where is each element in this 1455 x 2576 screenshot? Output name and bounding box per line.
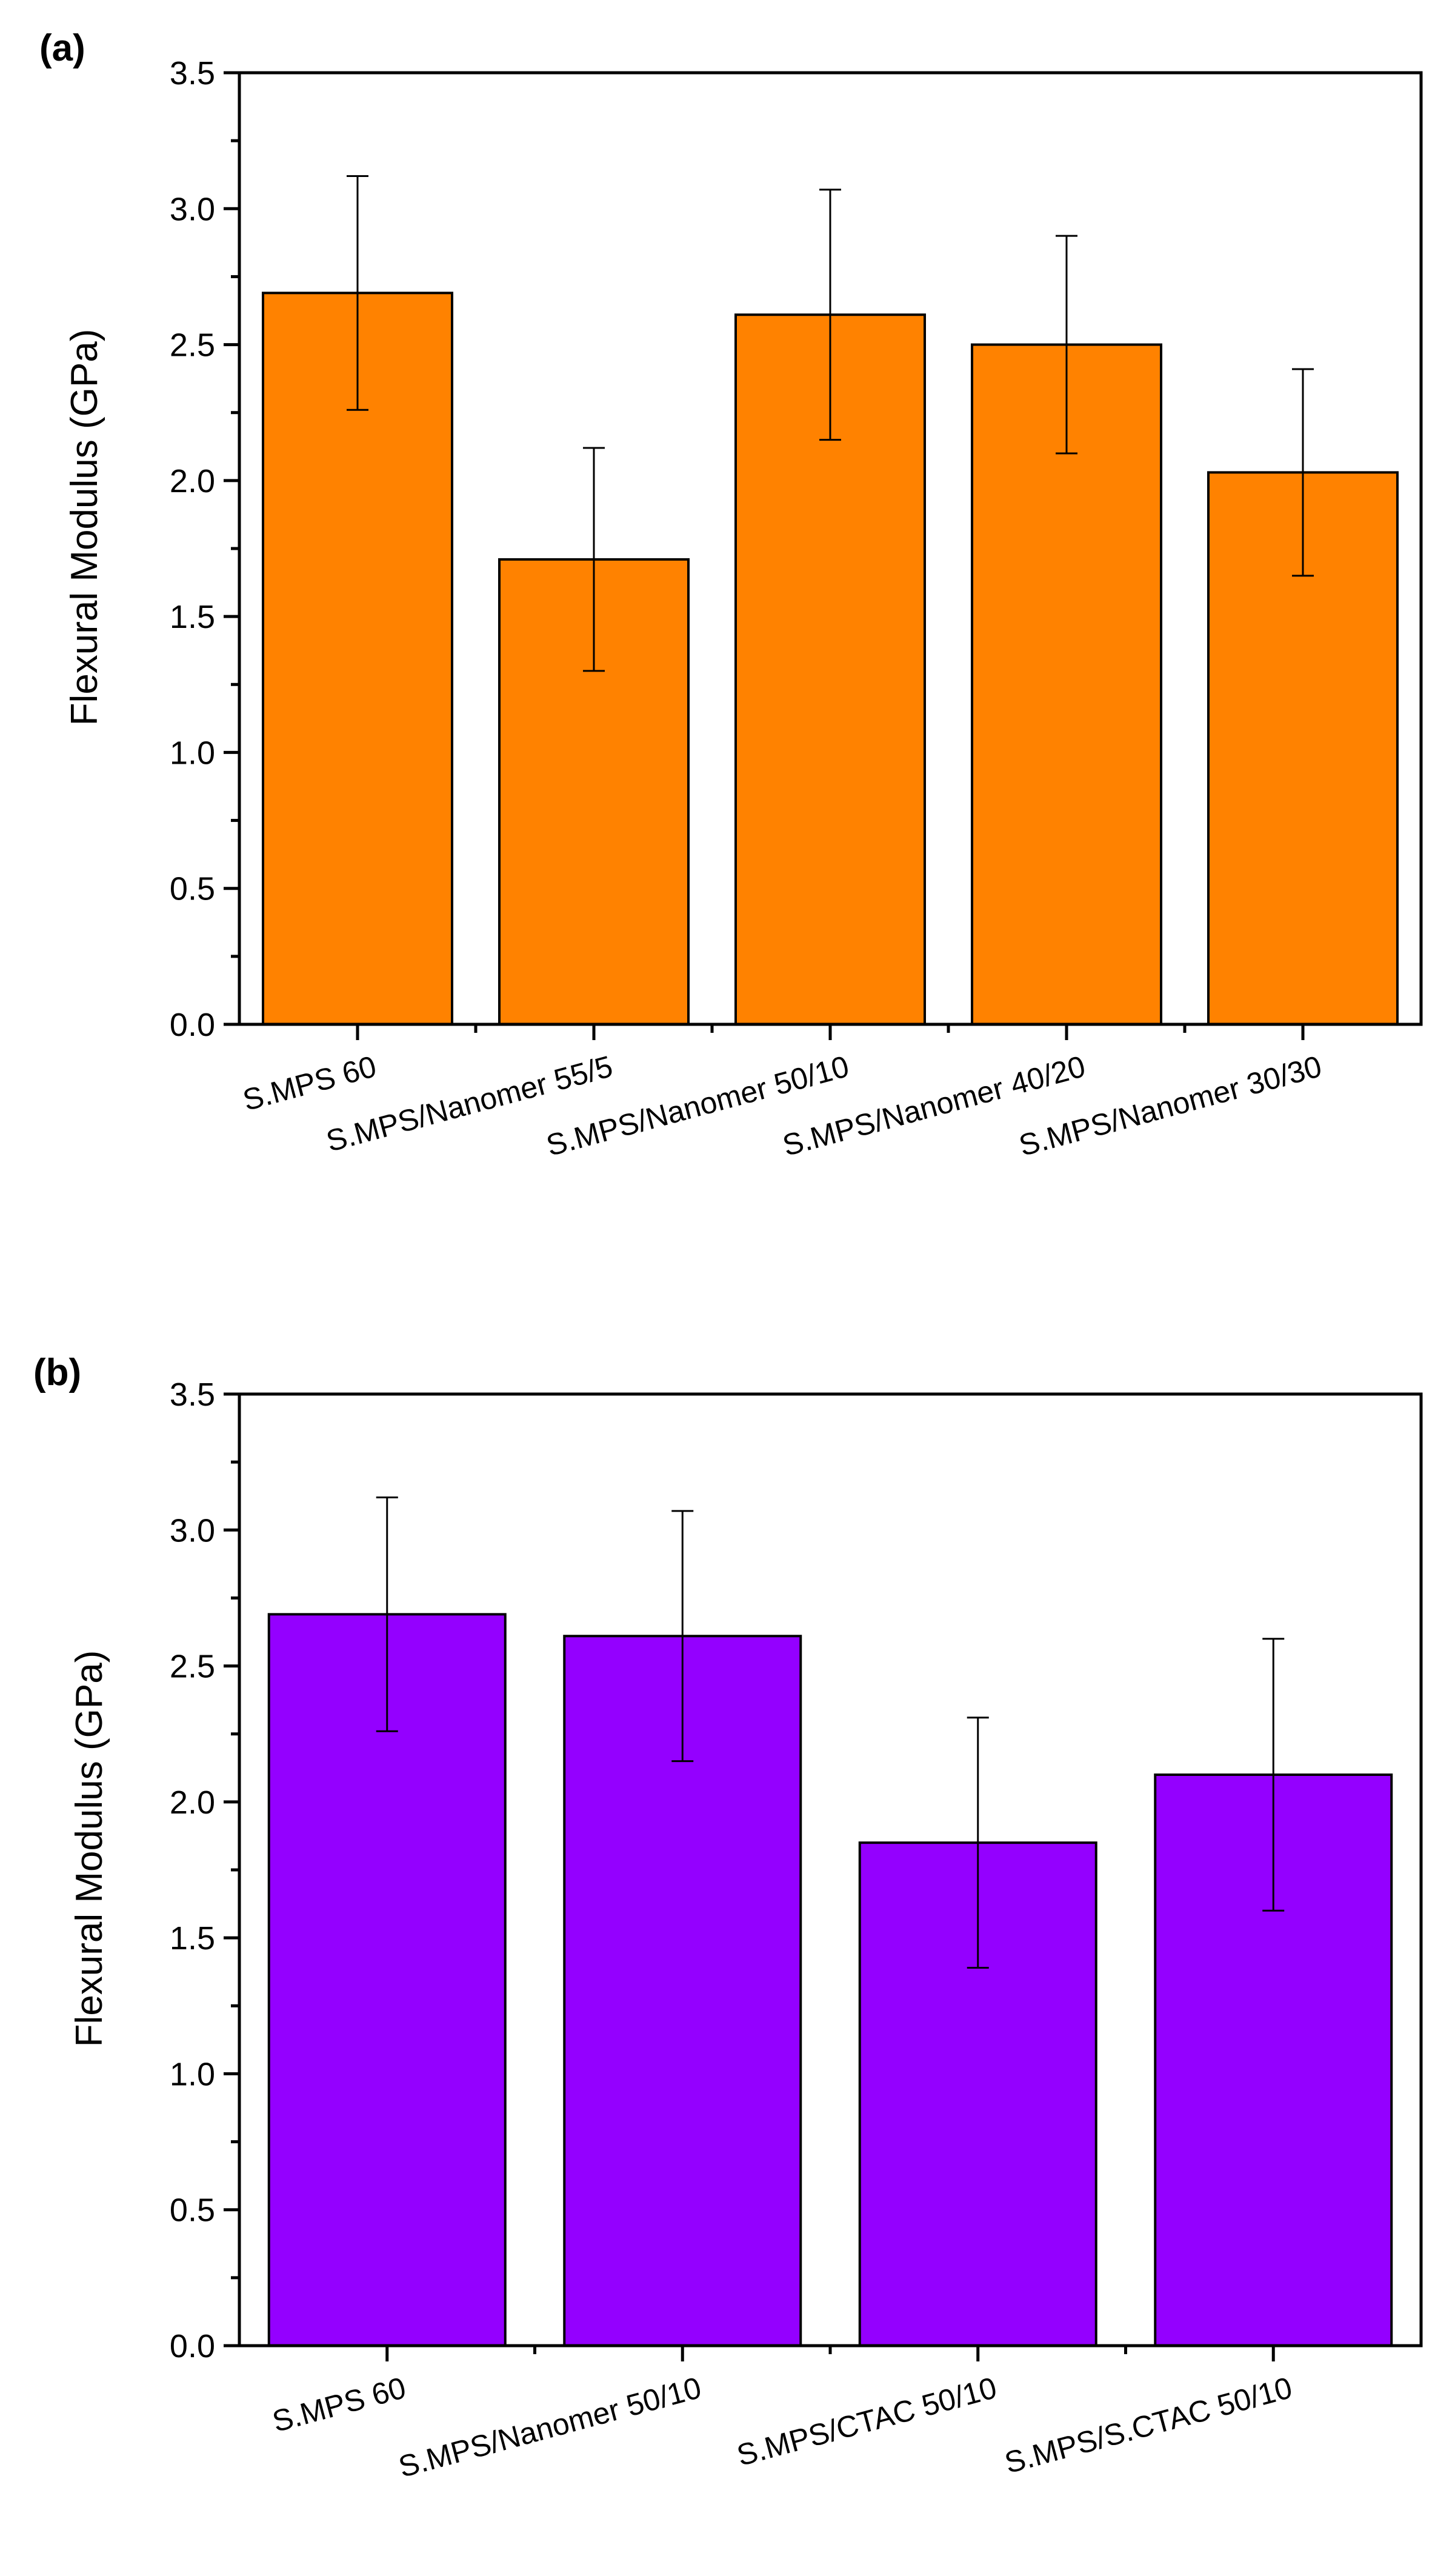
panel-b-y-tick-label: 3.0 — [170, 1512, 215, 1549]
panel-a-y-tick-label: 3.5 — [170, 55, 215, 92]
panel-b-y-tick-label: 0.5 — [170, 2192, 215, 2229]
panel-b-marks: 0.0 0.5 1.0 1.5 2.0 2.5 3.0 3.5 S.MPS 60S.MPS/Na… — [170, 1376, 1393, 2484]
panel-a: (a) Flexural Modulus (GPa) 0.0 0.5 1.0 1.5 2… — [39, 27, 1423, 1163]
panel-a-y-tick-label: 2.5 — [170, 327, 215, 364]
panel-a-category-label: S.MPS 60 — [239, 1049, 380, 1117]
panel-b-y-tick-label: 3.5 — [170, 1376, 215, 1413]
panel-a-y-tick-label: 1.0 — [170, 735, 215, 771]
panel-b-y-tick-label: 2.0 — [170, 1784, 215, 1821]
panel-a-marks: 0.00.51.01.52.02.53.03.5S.MPS 60S.MPS/Na… — [170, 55, 1399, 1163]
panel-b-category-label: S.MPS/S.CTAC 50/10 — [1001, 2371, 1296, 2480]
panel-b-y-tick-label: 1.0 — [170, 2056, 215, 2092]
panel-a-y-tick-label: 1.5 — [170, 599, 215, 635]
panel-b-y-tick-label: 2.5 — [170, 1649, 215, 1685]
panel-b-category-label: S.MPS/Nanomer 50/10 — [395, 2371, 705, 2484]
panel-b-label: (b) — [33, 1352, 81, 1393]
panel-a-y-axis-title: Flexural Modulus (GPa) — [64, 329, 105, 726]
panel-b-bar — [267, 1613, 507, 2347]
panel-a-label: (a) — [39, 27, 85, 69]
panel-b: (b) Flexural Modulus (GPa) 0.0 0.5 1.0 1.5 2… — [33, 1352, 1423, 2484]
panel-a-y-tick-label: 0.5 — [170, 871, 215, 907]
panel-b-category-label: S.MPS 60 — [269, 2371, 410, 2438]
panel-b-y-tick-label: 1.5 — [170, 1920, 215, 1957]
panel-b-category-label: S.MPS/CTAC 50/10 — [733, 2371, 1000, 2472]
panel-b-y-axis-title: Flexural Modulus (GPa) — [68, 1650, 110, 2047]
panel-a-bar — [262, 292, 453, 1026]
panel-b-y-tick-label: 0.0 — [170, 2328, 215, 2364]
panel-a-bar — [971, 343, 1162, 1026]
panel-a-y-tick-label: 0.0 — [170, 1007, 215, 1043]
panel-a-y-tick-label: 2.0 — [170, 463, 215, 499]
panel-a-y-tick-label: 3.0 — [170, 191, 215, 227]
panel-b-plot-frame — [238, 1392, 1423, 2347]
panel-a-plot-frame — [238, 71, 1423, 1026]
